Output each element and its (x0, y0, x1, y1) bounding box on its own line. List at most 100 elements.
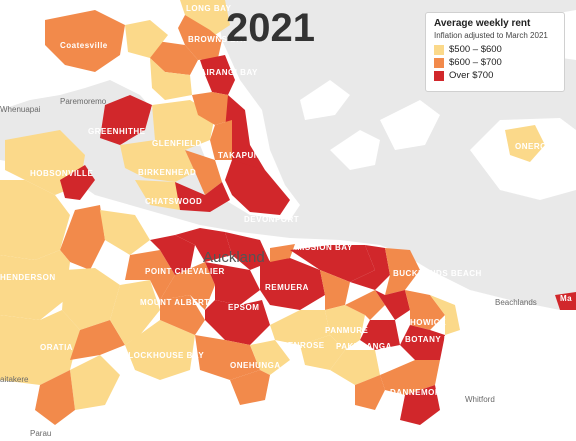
region-mangere-bridge (230, 370, 270, 405)
region-takapuna (225, 95, 265, 175)
label-auckland: Auckland (203, 249, 265, 266)
region-milford (210, 120, 232, 160)
label-whitford: Whitford (465, 395, 495, 404)
region-albany (150, 58, 192, 100)
label-coatesville: Coatesville (60, 41, 108, 50)
region-browns-bay (178, 15, 222, 60)
region-point-chevalier (150, 235, 195, 275)
label-oratia: ORATIA (40, 343, 73, 352)
label-henderson: HENDERSON (0, 273, 56, 282)
legend-item: Over $700 (434, 69, 556, 82)
region-meadowbank (320, 270, 350, 310)
label-maraetai: Ma (560, 294, 572, 303)
label-waitakere: aitakere (0, 375, 29, 384)
legend-label: $600 – $700 (449, 57, 502, 68)
label-remuera: REMUERA (265, 283, 309, 292)
region-st-heliers (350, 245, 390, 290)
label-birkenhead: BIRKENHEAD (138, 168, 196, 177)
region-henderson (0, 250, 70, 320)
region-mairangi-bay (200, 55, 235, 95)
legend-title: Average weekly rent (434, 18, 531, 29)
label-point-chevalier: POINT CHEVALIER (145, 267, 225, 276)
legend-item: $500 – $600 (434, 43, 556, 56)
choropleth-regions (0, 0, 576, 425)
region-titirangi (70, 355, 120, 410)
label-botany-downs: BOTANY DOWNS (405, 335, 477, 344)
region-te-atatu (100, 210, 150, 255)
region-mission-bay (290, 245, 375, 282)
region-glen-innes (345, 290, 385, 320)
label-long-bay: LONG BAY (186, 4, 232, 13)
region-flat-bush (400, 385, 440, 425)
label-otahuhu: OTAHUHU (305, 391, 348, 400)
region-northcote (185, 150, 222, 195)
legend-label: Over $700 (449, 70, 494, 81)
region-whenuapai (60, 165, 95, 200)
label-browns-bay: BROWNS BAY (188, 35, 248, 44)
label-takapuna: TAKAPUNA (218, 151, 266, 160)
label-blockhouse-bay: BLOCKHOUSE BAY (122, 351, 204, 360)
label-mairangi-bay: MAIRANGI BAY (193, 68, 258, 77)
year-title: 2021 (226, 6, 315, 50)
label-pakuranga: PAKURANGA (336, 342, 392, 351)
label-panmure: PANMURE (325, 326, 369, 335)
region-howick (405, 290, 445, 330)
region-onehunga (195, 335, 260, 380)
label-hobsonville: HOBSONVILLE (30, 169, 93, 178)
region-dannemora (380, 360, 440, 395)
legend: Average weekly rent Inflation adjusted t… (425, 12, 565, 92)
region-lynfield (160, 295, 205, 335)
label-howick: HOWICK (410, 318, 446, 327)
region-sunnynook (192, 92, 232, 125)
region-waitakere-south (35, 370, 75, 425)
label-onehunga: ONEHUNGA (230, 361, 281, 370)
region-green-bay (70, 320, 125, 360)
label-bucklands-beach: BUCKLANDS BEACH (393, 269, 482, 278)
region-mount-albert (160, 262, 215, 310)
region-cbd (225, 232, 270, 270)
region-botany-downs (400, 325, 445, 360)
region-cockle-bay (430, 295, 460, 335)
label-devonport: DEVONPORT (244, 215, 299, 224)
region-bucklands-beach (385, 248, 420, 295)
region-avondale (125, 250, 175, 300)
region-torbay (150, 40, 198, 75)
region-royal-oak (250, 340, 290, 375)
label-greenhithe: GREENHITHE (88, 127, 146, 136)
region-ellerslie (270, 310, 330, 345)
region-hauraki (175, 182, 230, 212)
label-oneroa: ONEROA (515, 142, 553, 151)
region-greenhithe (100, 95, 152, 145)
label-paremoremo: Paremoremo (60, 97, 107, 106)
region-new-lynn (110, 280, 160, 345)
region-pakuranga (360, 320, 400, 350)
region-massey (0, 180, 70, 260)
label-mission-bay: MISSION BAY (295, 243, 353, 252)
region-remuera (260, 258, 325, 310)
label-whenuapai: Whenuapai (0, 105, 41, 114)
region-east-tamaki (355, 375, 385, 410)
region-northcross (125, 20, 168, 58)
region-half-moon-bay (375, 290, 410, 320)
region-birkenhead (120, 140, 195, 182)
place-labels: LONG BAY Coatesville BROWNS BAY MAIRANGI… (0, 4, 572, 438)
legend-swatch (434, 44, 444, 55)
region-westgate (60, 205, 105, 270)
region-maraetai (555, 292, 576, 310)
label-chatswood: CHATSWOOD (145, 197, 202, 206)
region-epsom (205, 300, 270, 345)
region-highland-park (330, 350, 380, 385)
label-mount-albert: MOUNT ALBERT (140, 298, 210, 307)
region-oratia (0, 310, 80, 385)
region-mt-eden (205, 262, 260, 305)
region-grey-lynn (175, 228, 232, 262)
label-epsom: EPSOM (228, 303, 259, 312)
legend-subtitle: Inflation adjusted to March 2021 (434, 31, 548, 40)
region-panmure (325, 305, 365, 350)
region-oneroa (505, 125, 545, 162)
legend-label: $500 – $600 (449, 44, 502, 55)
legend-swatch (434, 70, 444, 81)
label-penrose: PENROSE (282, 341, 325, 350)
label-beachlands: Beachlands (495, 298, 537, 307)
region-devonport (225, 160, 290, 215)
